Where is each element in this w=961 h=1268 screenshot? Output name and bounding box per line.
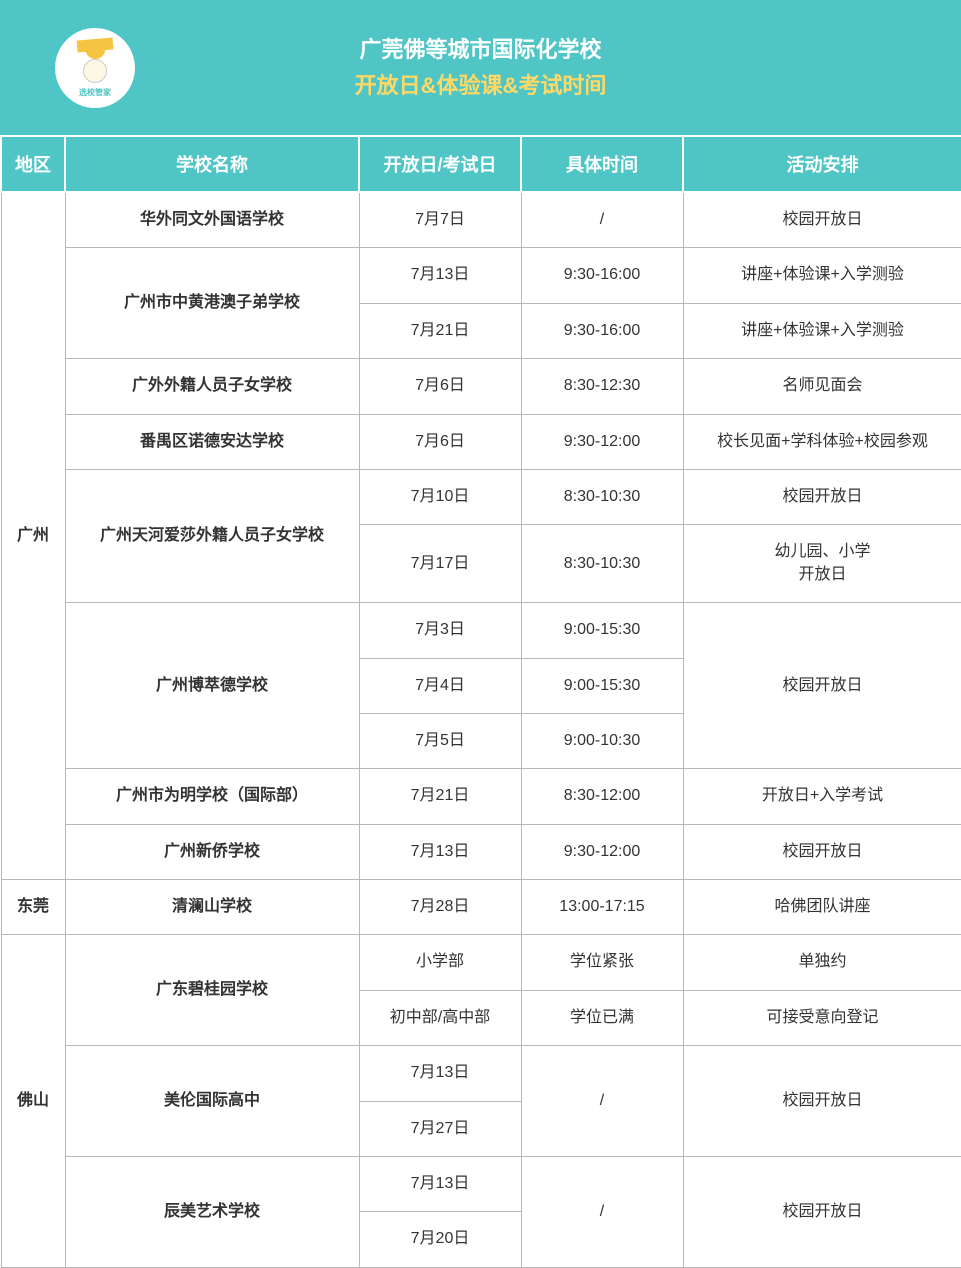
cell-activity: 校园开放日: [683, 824, 961, 879]
cell-time: 学位已满: [521, 990, 683, 1045]
cell-activity: 哈佛团队讲座: [683, 880, 961, 935]
cell-time: 13:00-17:15: [521, 880, 683, 935]
table-row: 广外外籍人员子女学校7月6日8:30-12:30名师见面会: [1, 359, 961, 414]
title-line2: 开放日&体验课&考试时间: [355, 68, 607, 103]
cell-activity: 开放日+入学考试: [683, 769, 961, 824]
cell-date: 7月27日: [359, 1101, 521, 1156]
cell-school: 辰美艺术学校: [65, 1157, 359, 1268]
cell-time: 8:30-10:30: [521, 525, 683, 603]
cell-activity: 校长见面+学科体验+校园参观: [683, 414, 961, 469]
table-row: 广州天河爱莎外籍人员子女学校7月10日8:30-10:30校园开放日: [1, 469, 961, 524]
cell-activity: 幼儿园、小学开放日: [683, 525, 961, 603]
cell-date: 7月6日: [359, 359, 521, 414]
table-row: 广州新侨学校7月13日9:30-12:00校园开放日: [1, 824, 961, 879]
cell-school: 华外同文外国语学校: [65, 192, 359, 248]
column-header: 具体时间: [521, 136, 683, 192]
title-line1: 广莞佛等城市国际化学校: [355, 32, 607, 67]
page-header: 选校管家 广莞佛等城市国际化学校 开放日&体验课&考试时间: [0, 0, 961, 135]
title-block: 广莞佛等城市国际化学校 开放日&体验课&考试时间: [355, 32, 607, 102]
cell-date: 7月13日: [359, 248, 521, 303]
cell-school: 广州天河爱莎外籍人员子女学校: [65, 469, 359, 602]
cell-time: 9:30-16:00: [521, 303, 683, 358]
cell-time: 8:30-12:00: [521, 769, 683, 824]
cell-activity: 校园开放日: [683, 192, 961, 248]
table-row: 东莞清澜山学校7月28日13:00-17:15哈佛团队讲座: [1, 880, 961, 935]
cell-time: 9:30-12:00: [521, 824, 683, 879]
table-row: 番禺区诺德安达学校7月6日9:30-12:00校长见面+学科体验+校园参观: [1, 414, 961, 469]
cell-time: /: [521, 1157, 683, 1268]
cell-date: 7月10日: [359, 469, 521, 524]
cell-region: 东莞: [1, 880, 65, 935]
cell-activity: 单独约: [683, 935, 961, 990]
cell-activity: 讲座+体验课+入学测验: [683, 248, 961, 303]
cell-date: 7月7日: [359, 192, 521, 248]
column-header: 开放日/考试日: [359, 136, 521, 192]
cell-school: 美伦国际高中: [65, 1046, 359, 1157]
cell-time: 9:00-15:30: [521, 603, 683, 658]
cell-activity: 校园开放日: [683, 469, 961, 524]
table-row: 广州博萃德学校7月3日9:00-15:30校园开放日: [1, 603, 961, 658]
cell-time: 学位紧张: [521, 935, 683, 990]
column-header: 学校名称: [65, 136, 359, 192]
cell-activity: 校园开放日: [683, 603, 961, 769]
table-body: 广州华外同文外国语学校7月7日/校园开放日广州市中黄港澳子弟学校7月13日9:3…: [1, 192, 961, 1267]
cell-date: 7月28日: [359, 880, 521, 935]
logo: 选校管家: [55, 28, 135, 108]
logo-text: 选校管家: [79, 87, 111, 98]
cell-time: /: [521, 1046, 683, 1157]
cell-school: 广州博萃德学校: [65, 603, 359, 769]
cell-date: 7月13日: [359, 824, 521, 879]
cell-date: 7月3日: [359, 603, 521, 658]
cell-time: 8:30-10:30: [521, 469, 683, 524]
logo-cap-icon: [77, 37, 114, 52]
table-row: 广州华外同文外国语学校7月7日/校园开放日: [1, 192, 961, 248]
cell-date: 7月5日: [359, 713, 521, 768]
table-row: 广州市为明学校（国际部）7月21日8:30-12:00开放日+入学考试: [1, 769, 961, 824]
cell-time: 9:30-16:00: [521, 248, 683, 303]
cell-school: 清澜山学校: [65, 880, 359, 935]
cell-school: 广外外籍人员子女学校: [65, 359, 359, 414]
cell-date: 初中部/高中部: [359, 990, 521, 1045]
cell-activity: 校园开放日: [683, 1046, 961, 1157]
cell-school: 广州市中黄港澳子弟学校: [65, 248, 359, 359]
cell-date: 小学部: [359, 935, 521, 990]
column-header: 活动安排: [683, 136, 961, 192]
cell-time: 8:30-12:30: [521, 359, 683, 414]
cell-time: 9:00-15:30: [521, 658, 683, 713]
cell-date: 7月21日: [359, 769, 521, 824]
cell-school: 番禺区诺德安达学校: [65, 414, 359, 469]
cell-time: 9:30-12:00: [521, 414, 683, 469]
cell-time: /: [521, 192, 683, 248]
column-header: 地区: [1, 136, 65, 192]
cell-date: 7月20日: [359, 1212, 521, 1267]
cell-region: 佛山: [1, 935, 65, 1267]
table-header-row: 地区学校名称开放日/考试日具体时间活动安排: [1, 136, 961, 192]
table-row: 广州市中黄港澳子弟学校7月13日9:30-16:00讲座+体验课+入学测验: [1, 248, 961, 303]
cell-date: 7月13日: [359, 1046, 521, 1101]
cell-school: 广州市为明学校（国际部）: [65, 769, 359, 824]
cell-date: 7月4日: [359, 658, 521, 713]
cell-date: 7月21日: [359, 303, 521, 358]
cell-date: 7月13日: [359, 1157, 521, 1212]
cell-activity: 讲座+体验课+入学测验: [683, 303, 961, 358]
cell-school: 广东碧桂园学校: [65, 935, 359, 1046]
logo-face-icon: [83, 59, 107, 83]
schedule-table: 地区学校名称开放日/考试日具体时间活动安排 广州华外同文外国语学校7月7日/校园…: [0, 135, 961, 1268]
table-row: 美伦国际高中7月13日/校园开放日: [1, 1046, 961, 1101]
cell-activity: 可接受意向登记: [683, 990, 961, 1045]
cell-activity: 校园开放日: [683, 1157, 961, 1268]
cell-date: 7月17日: [359, 525, 521, 603]
cell-school: 广州新侨学校: [65, 824, 359, 879]
cell-region: 广州: [1, 192, 65, 880]
cell-activity: 名师见面会: [683, 359, 961, 414]
table-row: 佛山广东碧桂园学校小学部学位紧张单独约: [1, 935, 961, 990]
cell-date: 7月6日: [359, 414, 521, 469]
table-head: 地区学校名称开放日/考试日具体时间活动安排: [1, 136, 961, 192]
table-row: 辰美艺术学校7月13日/校园开放日: [1, 1157, 961, 1212]
cell-time: 9:00-10:30: [521, 713, 683, 768]
